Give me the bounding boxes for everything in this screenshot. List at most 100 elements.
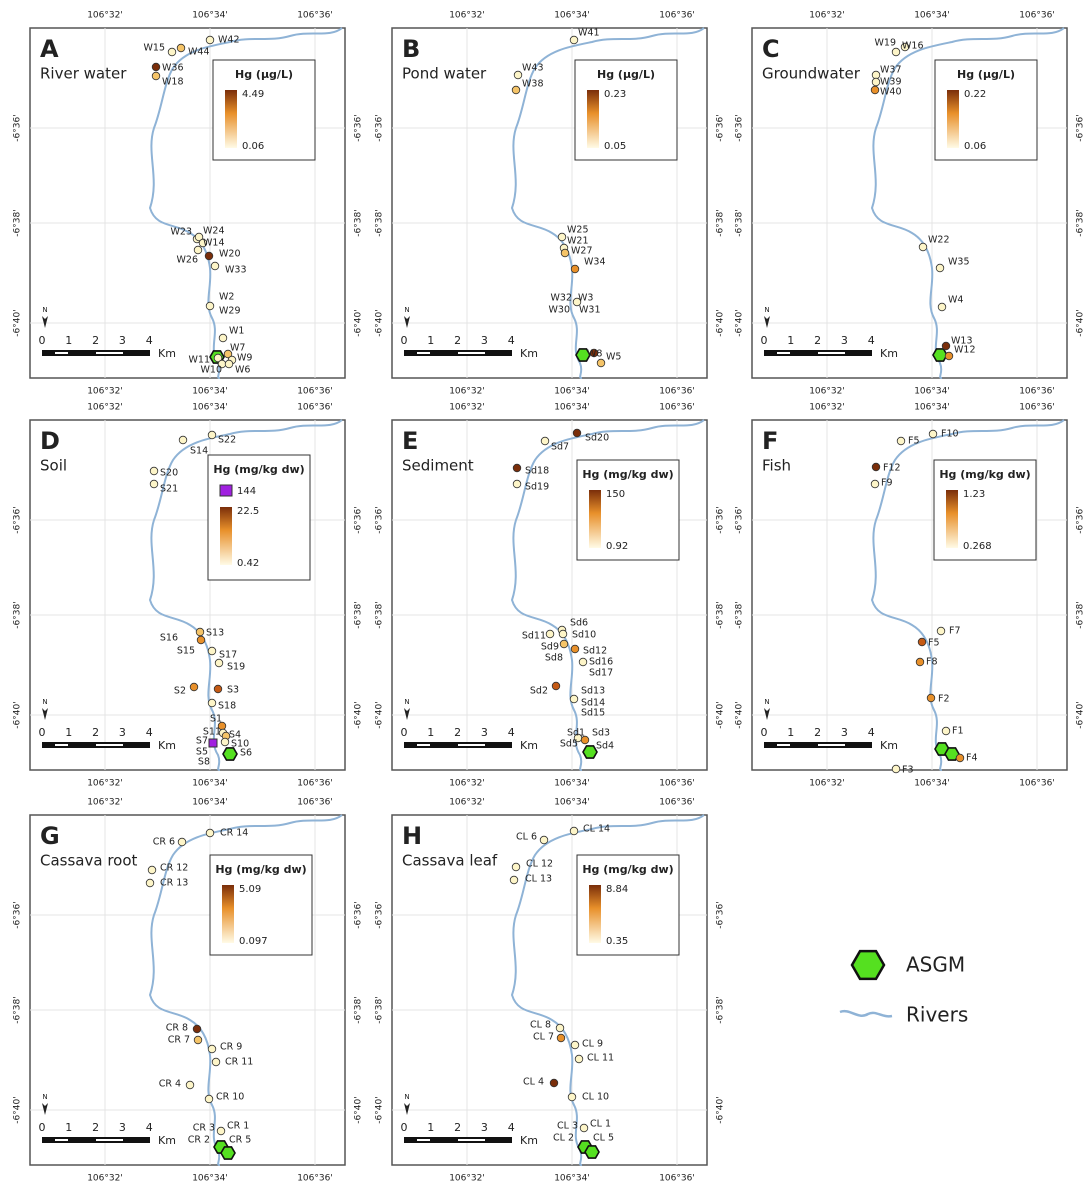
map-panel: 106°32' 106°32' 106°34' 106°34' 106°36' 106°3… [13, 798, 364, 1184]
scale-tick: 0 [401, 726, 408, 739]
lat-label: -6°36' [1076, 114, 1086, 141]
station-point [569, 826, 579, 836]
lon-label: 106°34' [192, 798, 228, 808]
station-label: CR 14 [220, 828, 248, 839]
lon-label: 106°32' [449, 387, 485, 397]
station-point [196, 635, 206, 645]
lat-label: -6°36' [13, 114, 23, 141]
lat-label: -6°38' [375, 209, 385, 236]
river [870, 419, 1065, 771]
station-point [151, 62, 161, 72]
station-label: W14 [203, 238, 224, 249]
station-label: CR 1 [227, 1121, 249, 1132]
lon-label: 106°36' [297, 11, 333, 21]
station-label: Sd14 [581, 698, 605, 709]
lon-label: 106°36' [659, 1174, 695, 1184]
station-point [556, 1033, 566, 1043]
station-label: CL 3 [557, 1121, 578, 1132]
lon-label: 106°32' [87, 779, 123, 789]
station-label: S18 [218, 701, 236, 712]
lon-label: 106°36' [659, 779, 695, 789]
lat-label: -6°38' [13, 209, 23, 236]
station-label: W37 [880, 65, 901, 76]
legend-label: 1.23 [963, 489, 985, 500]
scale-tick: 1 [427, 726, 434, 739]
station-label: F10 [941, 429, 959, 440]
lon-label: 106°32' [809, 779, 845, 789]
station-point [193, 245, 203, 255]
river [510, 27, 705, 379]
station-label: Sd6 [570, 618, 588, 629]
station-label: S4 [229, 730, 241, 741]
station-label: Sd16 [589, 657, 613, 668]
lat-label: -6°40' [1076, 701, 1086, 728]
legend-title: Hg (mg/kg dw) [215, 863, 306, 876]
station-label: S8 [198, 757, 210, 768]
station-point [559, 639, 569, 649]
scale-bar-seg [417, 744, 430, 746]
lon-label: 106°34' [914, 403, 950, 413]
lon-label: 106°32' [809, 387, 845, 397]
lat-label: -6°38' [375, 601, 385, 628]
panel-title: Soil [40, 457, 67, 475]
station-label: S21 [160, 484, 178, 495]
scale-tick: 1 [787, 726, 794, 739]
asgm-site [222, 747, 238, 761]
station-point [557, 232, 567, 242]
panel-letter: D [40, 427, 60, 455]
legend-title: Hg (µg/L) [957, 68, 1015, 81]
station-point [555, 1023, 565, 1033]
station-point [192, 1024, 202, 1034]
scale-unit: Km [880, 347, 898, 360]
station-label: F7 [949, 626, 961, 637]
scale-tick: 3 [481, 334, 488, 347]
lat-label: -6°36' [354, 901, 364, 928]
river [510, 419, 705, 771]
station-label: W44 [188, 47, 209, 58]
station-point [545, 629, 555, 639]
station-label: W8 [587, 349, 602, 360]
panel-letter: B [402, 35, 420, 63]
station-label: Sd2 [530, 686, 548, 697]
lat-label: -6°36' [1076, 506, 1086, 533]
station-point [204, 1094, 214, 1104]
panel-title: Groundwater [762, 65, 861, 83]
north-arrow [404, 1103, 410, 1115]
north-label: N [404, 306, 409, 314]
station-label: W36 [162, 63, 183, 74]
station-label: CL 6 [516, 832, 537, 843]
legend-title: Hg (mg/kg dw) [939, 468, 1030, 481]
station-label: F9 [881, 478, 893, 489]
legend-label: 4.49 [242, 89, 264, 100]
lat-label: -6°40' [354, 1096, 364, 1123]
lat-label: -6°36' [716, 506, 726, 533]
scale-tick: 2 [92, 334, 99, 347]
scale-tick: 0 [39, 334, 46, 347]
legend-title: Hg (µg/L) [235, 68, 293, 81]
legend-label: 0.22 [964, 89, 986, 100]
lon-label: 106°32' [449, 11, 485, 21]
scale-tick: 0 [39, 1121, 46, 1134]
station-label: W30 [549, 305, 570, 316]
station-label: S3 [227, 685, 239, 696]
scale-bar-seg [458, 352, 485, 354]
station-label: W39 [880, 77, 901, 88]
scale-tick: 1 [65, 334, 72, 347]
panel-letter: G [40, 822, 60, 850]
station-point [513, 70, 523, 80]
lat-label: -6°38' [716, 601, 726, 628]
station-point [539, 835, 549, 845]
station-label: S13 [206, 628, 224, 639]
lat-label: -6°36' [735, 506, 745, 533]
legend-label: 0.097 [239, 936, 268, 947]
lon-label: 106°32' [87, 11, 123, 21]
station-label: S20 [160, 468, 178, 479]
lon-label: 106°36' [659, 403, 695, 413]
station-point [570, 264, 580, 274]
station-label: W20 [219, 249, 240, 260]
station-label: Sd20 [585, 433, 609, 444]
station-label: S19 [227, 662, 245, 673]
station-label: W5 [606, 352, 621, 363]
asgm-site [220, 1146, 236, 1160]
station-point [147, 865, 157, 875]
